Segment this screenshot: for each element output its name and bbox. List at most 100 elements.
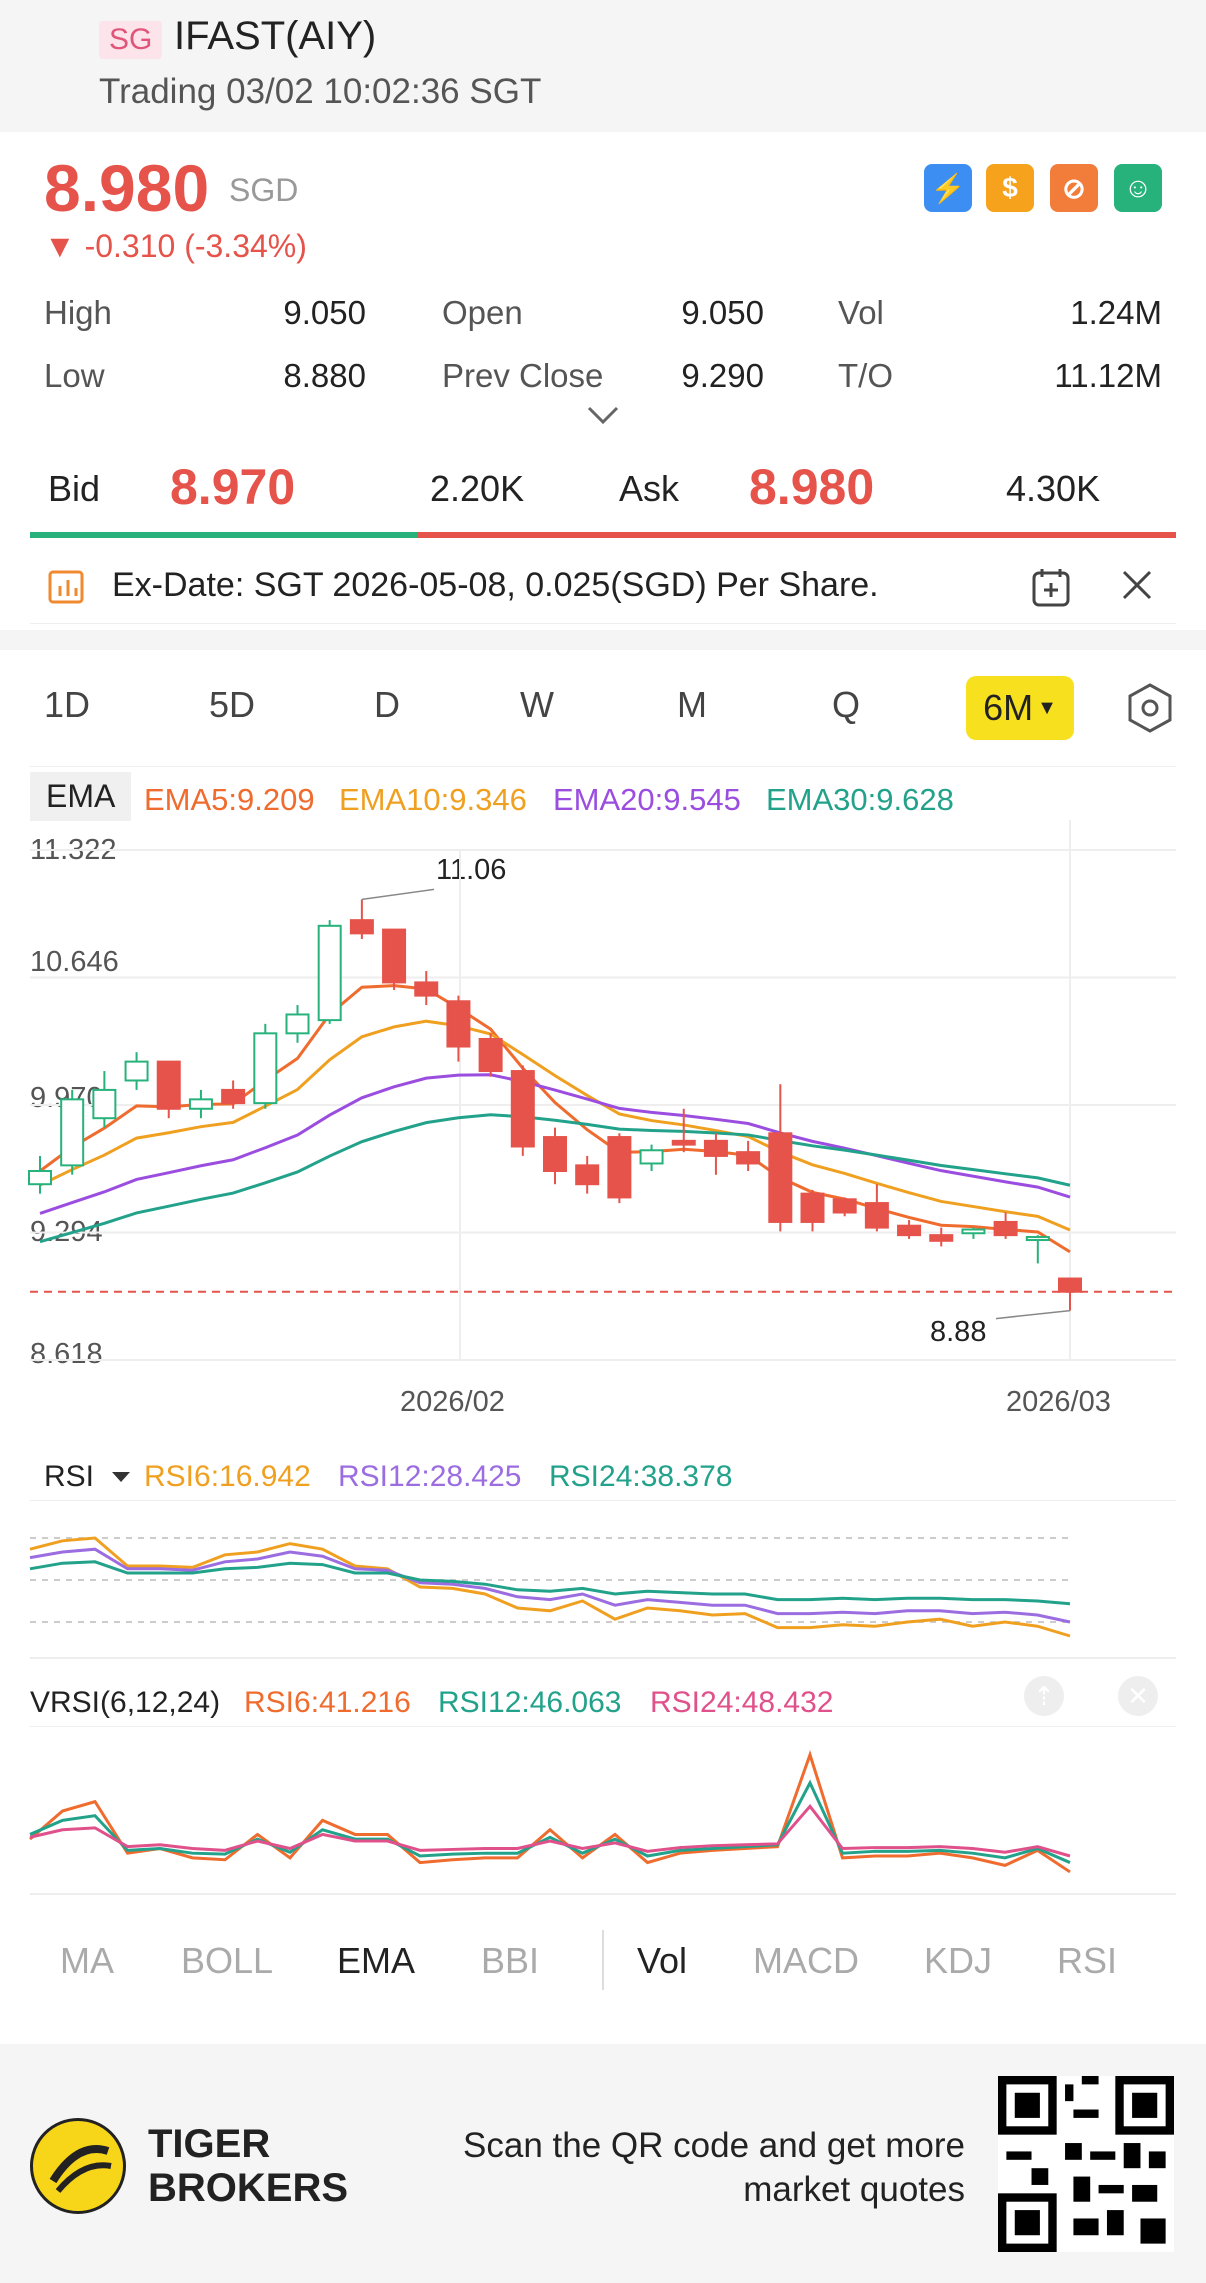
dividend-notice[interactable]: Ex-Date: SGT 2026-05-08, 0.025(SGD) Per … <box>30 554 1176 624</box>
ask-label: Ask <box>619 468 680 509</box>
close-icon[interactable] <box>1120 568 1154 602</box>
rsi6-value: RSI6:16.942 <box>144 1460 311 1493</box>
level1-icon[interactable]: ⚡ <box>924 164 972 212</box>
tab-6m[interactable]: 6M ▼ <box>966 676 1074 740</box>
vrsi12-value: RSI12:46.063 <box>438 1686 622 1719</box>
candle-body <box>317 924 342 1022</box>
bid-label: Bid <box>48 468 101 509</box>
high-annotation: 11.06 <box>436 854 507 886</box>
caret-down-icon[interactable] <box>110 1470 132 1484</box>
main-indicator-badge[interactable]: EMA <box>30 772 132 821</box>
stat-low-value: 8.880 <box>283 357 366 394</box>
ema30-line <box>39 1113 1071 1244</box>
vrsi24-value: RSI24:48.432 <box>650 1686 834 1719</box>
footer: TIGER BROKERS Scan the QR code and get m… <box>0 2044 1206 2283</box>
tab-vol[interactable]: Vol <box>637 1940 688 1981</box>
tiger-brokers-logo <box>30 2118 126 2214</box>
tab-quarter[interactable]: Q <box>832 684 861 725</box>
market-badge: SG <box>99 21 163 59</box>
tab-boll[interactable]: BOLL <box>181 1940 274 1981</box>
candle-body <box>832 1198 857 1214</box>
low-annotation: 8.88 <box>930 1316 987 1348</box>
chevron-down-icon[interactable] <box>586 404 620 428</box>
section-divider <box>0 630 1206 650</box>
candle-body <box>703 1139 728 1157</box>
rsi24-value: RSI24:38.378 <box>549 1460 733 1493</box>
tab-day[interactable]: D <box>374 684 400 725</box>
header: SG IFAST(AIY) Trading 03/02 10:02:36 SGT <box>0 0 1206 132</box>
notice-text: Ex-Date: SGT 2026-05-08, 0.025(SGD) Per … <box>112 566 879 604</box>
tab-6m-label: 6M <box>983 687 1034 728</box>
cash-icon[interactable]: ☺ <box>1114 164 1162 212</box>
price-change: ▼ -0.310 (-3.34%) <box>44 228 307 264</box>
chart-bar-icon <box>48 570 84 604</box>
candle-body <box>124 1060 149 1082</box>
tab-kdj[interactable]: KDJ <box>924 1940 993 1981</box>
candle-body <box>607 1136 632 1199</box>
rsi-chart <box>29 1500 1176 1659</box>
tab-5d[interactable]: 5D <box>209 684 256 725</box>
ema30-value: EMA30:9.628 <box>766 782 954 817</box>
calendar-add-icon[interactable] <box>1030 566 1072 608</box>
ask-volume-bar <box>418 532 1176 538</box>
tab-ma[interactable]: MA <box>60 1940 114 1981</box>
close-icon[interactable]: ✕ <box>1118 1676 1158 1716</box>
brand-name: TIGER BROKERS <box>148 2122 348 2210</box>
candle-body <box>961 1228 986 1235</box>
candle-body <box>543 1136 567 1173</box>
bid-ask-row: Bid 8.970 2.20K Ask 8.980 4.30K <box>30 458 1176 538</box>
vrsi6-value: RSI6:41.216 <box>244 1686 411 1719</box>
bid-volume-bar <box>30 532 418 538</box>
candle-body <box>221 1088 246 1105</box>
candle-body <box>253 1032 278 1105</box>
x-tick-label: 2026/02 <box>400 1386 505 1418</box>
candle-body <box>768 1132 793 1223</box>
candle-body <box>639 1149 664 1165</box>
tab-week[interactable]: W <box>520 684 554 725</box>
ask-size: 4.30K <box>1006 468 1101 509</box>
candle-body <box>382 928 407 984</box>
stat-low-label: Low <box>44 357 105 394</box>
tab-macd[interactable]: MACD <box>753 1940 859 1981</box>
candle-body <box>28 1170 52 1186</box>
x-tick-label: 2026/03 <box>1006 1386 1111 1418</box>
candle-body <box>156 1060 181 1110</box>
candlestick-chart[interactable] <box>0 770 1206 1390</box>
candle-body <box>929 1234 954 1242</box>
stat-prevclose-value: 9.290 <box>681 357 764 394</box>
ema10-line <box>39 1019 1071 1232</box>
trading-status: Trading 03/02 10:02:36 SGT <box>99 72 542 111</box>
stat-high-label: High <box>44 294 112 331</box>
high-leader-line <box>361 888 435 901</box>
tab-ema[interactable]: EMA <box>337 1940 416 1981</box>
settings-icon[interactable] <box>1124 682 1176 734</box>
ema20-line <box>39 1073 1071 1215</box>
tab-bbi[interactable]: BBI <box>481 1940 540 1981</box>
rsi-title[interactable]: RSI <box>44 1460 95 1493</box>
candle-body <box>864 1202 889 1229</box>
pin-top-icon[interactable]: ⇡ <box>1024 1676 1064 1716</box>
candle-body <box>671 1139 696 1146</box>
no-short-icon[interactable]: ⊘ <box>1050 164 1098 212</box>
stat-high-value: 9.050 <box>283 294 366 331</box>
tab-rsi[interactable]: RSI <box>1057 1940 1118 1981</box>
low-leader-line <box>995 1309 1071 1320</box>
candle-body <box>575 1164 600 1186</box>
stat-to-value: 11.12M <box>1054 357 1162 394</box>
vrsi-title: VRSI(6,12,24) <box>30 1686 221 1719</box>
candle-body <box>993 1220 1018 1237</box>
brand-line1: TIGER <box>148 2122 271 2166</box>
oscillator-line <box>29 1547 1071 1624</box>
candle-body <box>414 981 439 997</box>
candle-body <box>446 1000 471 1048</box>
divider <box>30 766 1176 767</box>
dividend-icon[interactable]: $ <box>986 164 1034 212</box>
oscillator-line <box>29 1536 1071 1638</box>
stock-title: IFAST(AIY) <box>174 14 377 58</box>
stat-to-label: T/O <box>838 357 893 394</box>
currency: SGD <box>229 172 299 208</box>
tab-1d[interactable]: 1D <box>44 684 91 725</box>
stat-prevclose-label: Prev Close <box>442 357 604 394</box>
tab-month[interactable]: M <box>677 684 707 725</box>
stat-vol-label: Vol <box>838 294 884 331</box>
